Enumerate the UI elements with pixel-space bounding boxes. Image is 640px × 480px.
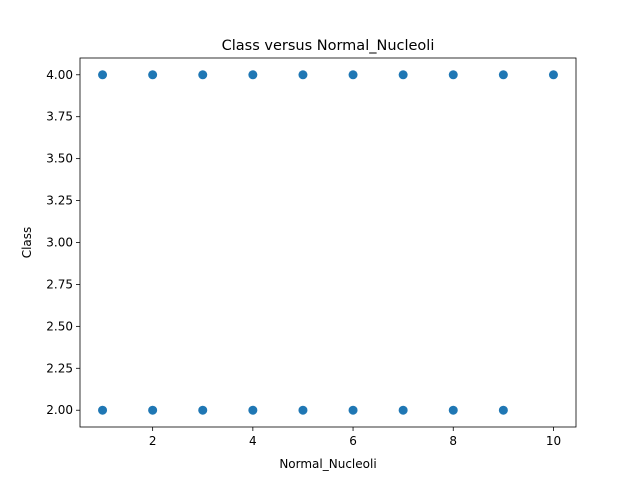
data-point <box>398 70 408 80</box>
chart-title: Class versus Normal_Nucleoli <box>222 38 435 54</box>
data-point <box>248 405 258 415</box>
y-tick-label: 2.50 <box>46 319 73 333</box>
y-tick-label: 3.75 <box>46 110 73 124</box>
y-tick-label: 3.00 <box>46 236 73 250</box>
y-tick-label: 2.25 <box>46 361 73 375</box>
x-tick-label: 2 <box>149 434 157 448</box>
y-tick-label: 4.00 <box>46 68 73 82</box>
x-axis-label: Normal_Nucleoli <box>279 457 376 471</box>
data-point <box>498 70 508 80</box>
data-point <box>148 70 158 80</box>
x-tick-label: 6 <box>349 434 357 448</box>
plot-area-frame <box>79 57 577 428</box>
y-axis-label: Class <box>20 227 34 259</box>
data-point <box>498 405 508 415</box>
data-point <box>198 405 208 415</box>
data-points <box>98 70 558 415</box>
y-tick-label: 3.50 <box>46 152 73 166</box>
data-point <box>298 70 308 80</box>
data-point <box>298 405 308 415</box>
data-point <box>398 405 408 415</box>
y-tick-label: 2.00 <box>46 403 73 417</box>
data-point <box>548 70 558 80</box>
data-point <box>248 70 258 80</box>
data-point <box>148 405 158 415</box>
data-point <box>448 70 458 80</box>
data-point <box>98 405 108 415</box>
x-tick-label: 10 <box>546 434 561 448</box>
data-point <box>198 70 208 80</box>
x-tick-label: 8 <box>449 434 457 448</box>
data-point <box>98 70 108 80</box>
data-point <box>348 70 358 80</box>
x-axis-ticks: 2 4 6 8 10 <box>149 427 561 448</box>
data-point <box>448 405 458 415</box>
y-tick-label: 3.25 <box>46 194 73 208</box>
y-axis-ticks: 2.00 2.25 2.50 2.75 3.00 3.25 3.50 3.75 4.00 <box>46 68 80 417</box>
y-tick-label: 2.75 <box>46 277 73 291</box>
data-point <box>348 405 358 415</box>
x-tick-label: 4 <box>249 434 257 448</box>
